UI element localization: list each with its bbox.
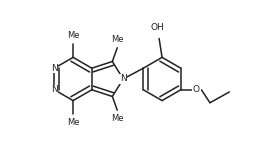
Text: Me: Me [111,35,124,44]
Text: Me: Me [67,118,79,127]
Text: O: O [193,85,200,94]
Text: N: N [51,85,58,94]
Text: OH: OH [150,23,164,32]
Text: Me: Me [67,31,79,40]
Text: Me: Me [111,114,124,123]
Text: N: N [51,64,58,73]
Text: N: N [120,74,127,83]
